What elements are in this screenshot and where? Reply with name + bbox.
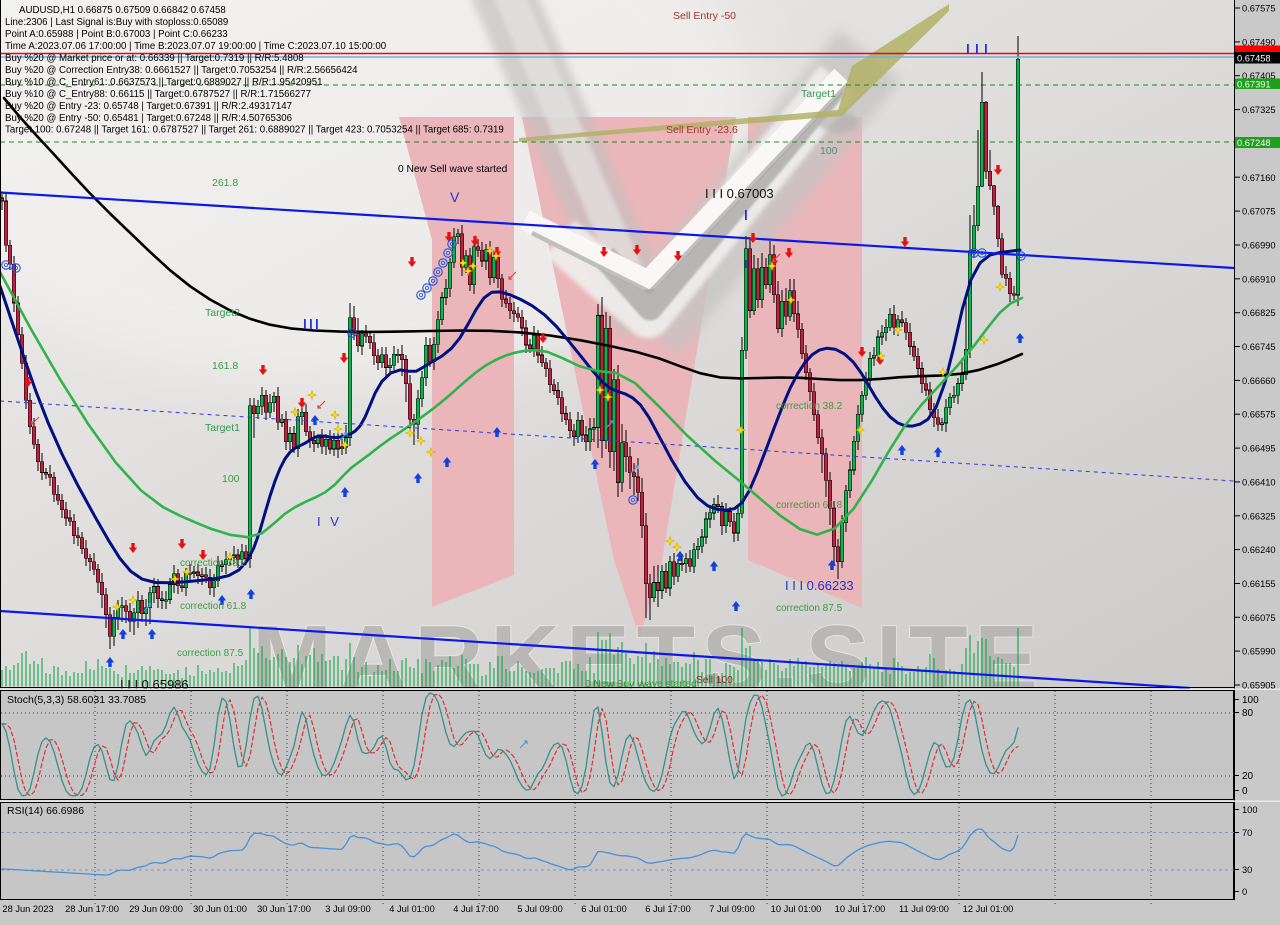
svg-text:28 Jun 2023: 28 Jun 2023 — [2, 904, 53, 914]
svg-text:0 New Sell wave started: 0 New Sell wave started — [398, 164, 508, 175]
svg-text:4 Jul 17:00: 4 Jul 17:00 — [453, 904, 499, 914]
svg-text:Line:2306 | Last Signal is:Buy: Line:2306 | Last Signal is:Buy with stop… — [5, 17, 228, 28]
svg-text:7 Jul 09:00: 7 Jul 09:00 — [709, 904, 755, 914]
svg-text:30 Jun 17:00: 30 Jun 17:00 — [257, 904, 311, 914]
svg-text:0: 0 — [1242, 786, 1248, 797]
svg-text:11 Jul 09:00: 11 Jul 09:00 — [899, 904, 949, 914]
svg-text:Buy %20 @ Entry -23: 0.65748 |: Buy %20 @ Entry -23: 0.65748 | Target:0.… — [5, 101, 292, 112]
svg-text:Buy %10 @ C_Entry88: 0.66115 |: Buy %10 @ C_Entry88: 0.66115 || Target:0… — [5, 89, 311, 100]
svg-text:Target 100: 0.67248 || Target: Target 100: 0.67248 || Target 161: 0.678… — [5, 125, 504, 136]
svg-text:0: 0 — [1242, 887, 1247, 897]
svg-text:261.8: 261.8 — [212, 177, 238, 189]
svg-text:0.66575: 0.66575 — [1242, 410, 1276, 420]
svg-text:100: 100 — [1242, 695, 1259, 706]
svg-text:0.66075: 0.66075 — [1242, 613, 1276, 623]
svg-text:100: 100 — [222, 473, 240, 485]
svg-text:Target1: Target1 — [205, 422, 240, 434]
svg-text:0.66825: 0.66825 — [1242, 308, 1276, 318]
svg-text:I V: I V — [317, 514, 342, 529]
svg-text:correction 87.5: correction 87.5 — [177, 648, 244, 659]
svg-text:5 Jul 09:00: 5 Jul 09:00 — [517, 904, 563, 914]
svg-text:Target1: Target1 — [801, 88, 836, 100]
svg-text:0.67575: 0.67575 — [1242, 4, 1276, 14]
svg-text:Buy %20 @ Entry -50: 0.65481 |: Buy %20 @ Entry -50: 0.65481 | Target:0.… — [5, 113, 292, 124]
svg-text:0.67248: 0.67248 — [1237, 138, 1271, 148]
svg-text:0.66990: 0.66990 — [1242, 240, 1276, 250]
svg-text:Buy %20 @ Market price or at:: Buy %20 @ Market price or at: 0.66339 ||… — [5, 53, 304, 64]
svg-text:20: 20 — [1242, 771, 1254, 782]
svg-text:3 Jul 09:00: 3 Jul 09:00 — [325, 904, 371, 914]
svg-text:0.66910: 0.66910 — [1242, 274, 1276, 284]
svg-text:0.66325: 0.66325 — [1242, 511, 1276, 521]
svg-text:Sell Entry -23.6: Sell Entry -23.6 — [666, 124, 738, 136]
svg-text:0.66155: 0.66155 — [1242, 579, 1276, 589]
svg-text:Point A:0.65988 | Point B:0.67: Point A:0.65988 | Point B:0.67003 | Poin… — [5, 29, 228, 40]
svg-text:6 Jul 01:00: 6 Jul 01:00 — [581, 904, 627, 914]
svg-text:correction 61.8: correction 61.8 — [776, 500, 843, 511]
svg-text:Stoch(5,3,3) 58.6031 33.7085: Stoch(5,3,3) 58.6031 33.7085 — [7, 694, 146, 706]
svg-text:Sell 100: Sell 100 — [696, 675, 733, 686]
svg-text:0 New Buy Wave started: 0 New Buy Wave started — [585, 679, 697, 690]
svg-text:correction 38.2: correction 38.2 — [180, 558, 247, 569]
svg-text:28 Jun 17:00: 28 Jun 17:00 — [65, 904, 119, 914]
svg-text:70: 70 — [1242, 828, 1252, 838]
svg-text:0.67075: 0.67075 — [1242, 207, 1276, 217]
svg-text:0.65905: 0.65905 — [1242, 681, 1276, 691]
svg-text:I I I 0.65986: I I I 0.65986 — [120, 677, 189, 692]
svg-text:RSI(14) 66.6986: RSI(14) 66.6986 — [7, 805, 84, 817]
svg-text:V: V — [450, 189, 460, 205]
svg-text:100: 100 — [1242, 805, 1258, 815]
svg-text:161.8: 161.8 — [212, 360, 238, 372]
svg-text:0.67160: 0.67160 — [1242, 173, 1276, 183]
svg-text:80: 80 — [1242, 708, 1254, 719]
svg-text:Time A:2023.07.06 17:00:00 | T: Time A:2023.07.06 17:00:00 | Time B:2023… — [5, 41, 387, 52]
svg-text:I I I 0.67003: I I I 0.67003 — [705, 186, 774, 201]
svg-text:0.67405: 0.67405 — [1242, 71, 1276, 81]
svg-text:6 Jul 17:00: 6 Jul 17:00 — [645, 904, 691, 914]
svg-text:correction 61.8: correction 61.8 — [180, 601, 247, 612]
svg-text:0.67391: 0.67391 — [1237, 80, 1271, 90]
svg-text:29 Jun 09:00: 29 Jun 09:00 — [129, 904, 183, 914]
svg-text:Buy %10 @ C_Entry61: 0.6637573: Buy %10 @ C_Entry61: 0.6637573 || Target… — [5, 77, 323, 88]
svg-text:0.65990: 0.65990 — [1242, 647, 1276, 657]
svg-text:0.66240: 0.66240 — [1242, 545, 1276, 555]
svg-text:I I I 0.66233: I I I 0.66233 — [785, 578, 854, 593]
svg-text:0.66745: 0.66745 — [1242, 342, 1276, 352]
svg-text:correction 87.5: correction 87.5 — [776, 603, 843, 614]
svg-text:0.66410: 0.66410 — [1242, 477, 1276, 487]
svg-text:4 Jul 01:00: 4 Jul 01:00 — [389, 904, 435, 914]
svg-text:correction 38.2: correction 38.2 — [776, 401, 843, 412]
svg-text:0.67458: 0.67458 — [1237, 54, 1271, 64]
svg-text:30: 30 — [1242, 865, 1252, 875]
svg-text:0.66495: 0.66495 — [1242, 444, 1276, 454]
svg-text:10 Jul 01:00: 10 Jul 01:00 — [771, 904, 822, 914]
svg-text:AUDUSD,H1 0.66875 0.67509 0.6: AUDUSD,H1 0.66875 0.67509 0.66842 0.6745… — [19, 5, 226, 16]
svg-text:0.67490: 0.67490 — [1242, 37, 1276, 47]
svg-text:Buy %20 @ Correction Entry38:: Buy %20 @ Correction Entry38: 0.6661527 … — [5, 65, 358, 76]
svg-text:Sell Entry -50: Sell Entry -50 — [673, 10, 736, 22]
svg-text:12 Jul 01:00: 12 Jul 01:00 — [963, 904, 1014, 914]
svg-text:100: 100 — [820, 145, 838, 157]
svg-text:Target2: Target2 — [205, 307, 240, 319]
svg-text:10 Jul 17:00: 10 Jul 17:00 — [835, 904, 886, 914]
svg-text:0.67325: 0.67325 — [1242, 105, 1276, 115]
svg-text:30 Jun 01:00: 30 Jun 01:00 — [193, 904, 247, 914]
svg-text:0.66660: 0.66660 — [1242, 376, 1276, 386]
